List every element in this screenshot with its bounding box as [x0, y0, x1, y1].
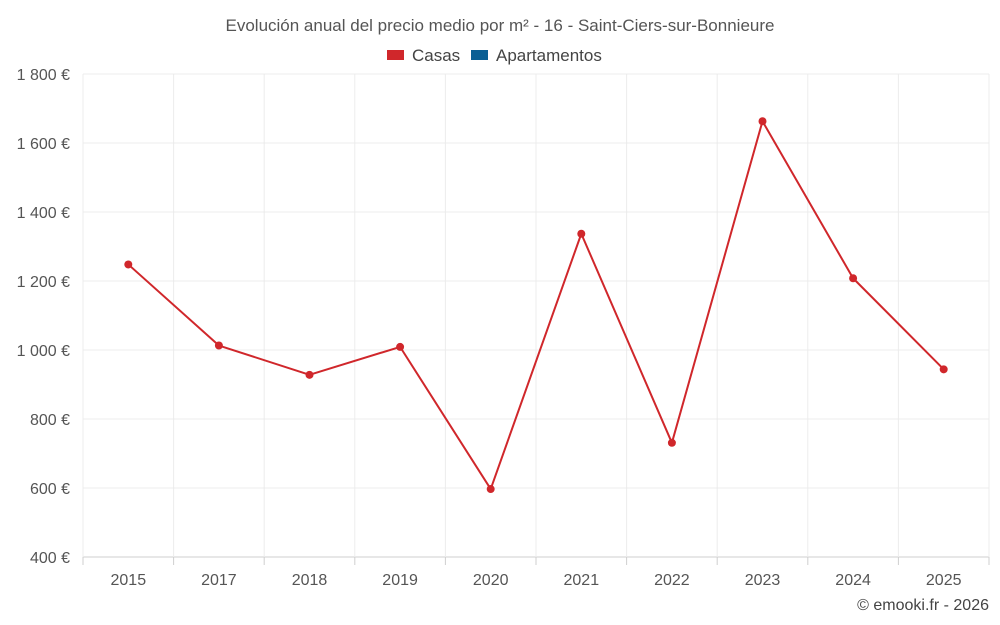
x-tick-label: 2024: [835, 572, 871, 589]
legend-swatch-apartamentos: [471, 50, 488, 60]
y-tick-label: 800 €: [30, 412, 70, 429]
data-point[interactable]: [396, 342, 405, 351]
x-tick-label: 2025: [926, 572, 962, 589]
credit-text: © emooki.fr - 2026: [857, 597, 989, 614]
x-tick-label: 2020: [473, 572, 509, 589]
data-point[interactable]: [577, 229, 586, 238]
legend-swatch-casas: [387, 50, 404, 60]
series-line-casas: [127, 120, 945, 491]
grid: [82, 73, 990, 558]
y-tick-label: 1 000 €: [17, 343, 70, 360]
y-tick-label: 1 800 €: [17, 67, 70, 84]
data-point[interactable]: [758, 117, 767, 126]
legend[interactable]: Casas Apartamentos: [387, 46, 602, 65]
x-tick-label: 2022: [654, 572, 690, 589]
y-tick-label: 1 200 €: [17, 274, 70, 291]
x-tick-label: 2019: [382, 572, 418, 589]
chart-title: Evolución anual del precio medio por m² …: [226, 16, 775, 35]
y-tick-label: 1 400 €: [17, 205, 70, 222]
x-tick-label: 2017: [201, 572, 237, 589]
legend-label-apartamentos: Apartamentos: [496, 46, 602, 65]
data-point[interactable]: [305, 370, 314, 379]
series-layer: [124, 117, 948, 494]
x-tick-label: 2021: [564, 572, 600, 589]
legend-item-apartamentos[interactable]: Apartamentos: [471, 46, 602, 65]
legend-label-casas: Casas: [412, 46, 460, 65]
y-tick-label: 400 €: [30, 550, 70, 567]
x-tick-label: 2018: [292, 572, 328, 589]
y-axis: 400 € 600 € 800 € 1 000 € 1 200 € 1 400 € 1 60…: [17, 67, 70, 567]
data-point[interactable]: [849, 274, 858, 283]
y-tick-label: 1 600 €: [17, 136, 70, 153]
data-point[interactable]: [124, 260, 133, 269]
data-point[interactable]: [667, 438, 676, 447]
y-tick-label: 600 €: [30, 481, 70, 498]
legend-item-casas[interactable]: Casas: [387, 46, 460, 65]
data-point[interactable]: [214, 341, 223, 350]
data-point[interactable]: [486, 485, 495, 494]
data-point[interactable]: [939, 365, 948, 374]
x-tick-label: 2015: [111, 572, 147, 589]
x-axis: 2015 2017 2018 2019 2020 2021 2022 2023 2024 2025: [82, 557, 990, 589]
x-tick-label: 2023: [745, 572, 781, 589]
